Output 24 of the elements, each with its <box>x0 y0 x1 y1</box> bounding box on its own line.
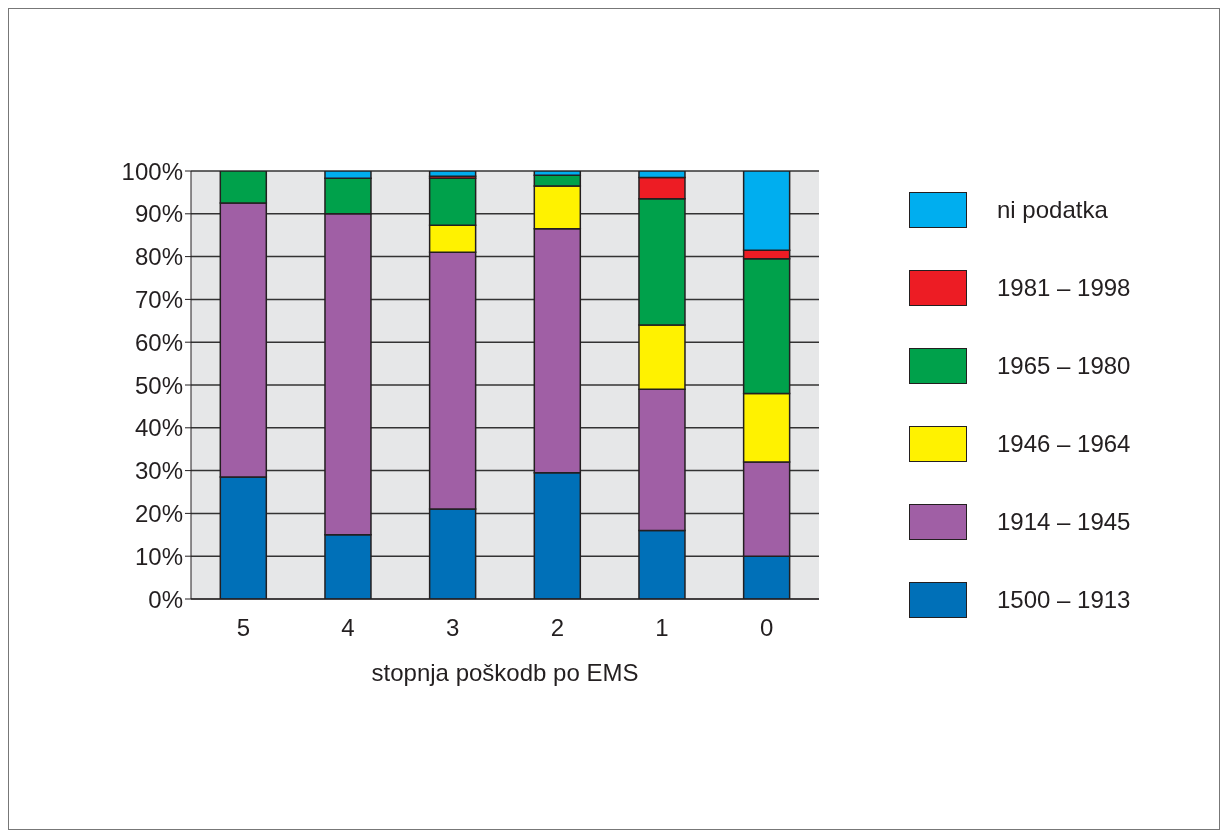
x-tick-label: 4 <box>341 614 355 642</box>
legend-label: 1946 – 1964 <box>997 430 1131 458</box>
y-tick-label: 70% <box>134 285 183 313</box>
y-tick-label: 100% <box>121 157 183 185</box>
x-tick-label: 0 <box>759 614 774 642</box>
y-tick-label: 40% <box>134 414 183 442</box>
y-tick-label: 90% <box>134 200 183 228</box>
x-axis-title: stopnja poškodb po EMS <box>371 659 639 686</box>
x-tick-label: 2 <box>550 614 565 642</box>
x-tick-label: 1 <box>655 614 669 642</box>
y-tick-label: 10% <box>134 542 183 570</box>
y-tick-label: 60% <box>134 328 183 356</box>
legend-label: 1965 – 1980 <box>997 352 1131 380</box>
legend-label: 1914 – 1945 <box>997 508 1131 536</box>
y-tick-label: 30% <box>134 457 183 485</box>
y-tick-label: 80% <box>134 243 183 271</box>
y-tick-label: 50% <box>134 371 183 399</box>
x-tick-label: 3 <box>445 614 460 642</box>
legend-label: 1981 – 1998 <box>997 274 1131 302</box>
legend-label: 1500 – 1913 <box>997 586 1131 614</box>
legend-label: ni podatka <box>997 196 1108 224</box>
y-tick-label: 20% <box>134 499 183 527</box>
x-tick-label: 5 <box>236 614 251 642</box>
y-tick-label: 0% <box>148 585 183 613</box>
